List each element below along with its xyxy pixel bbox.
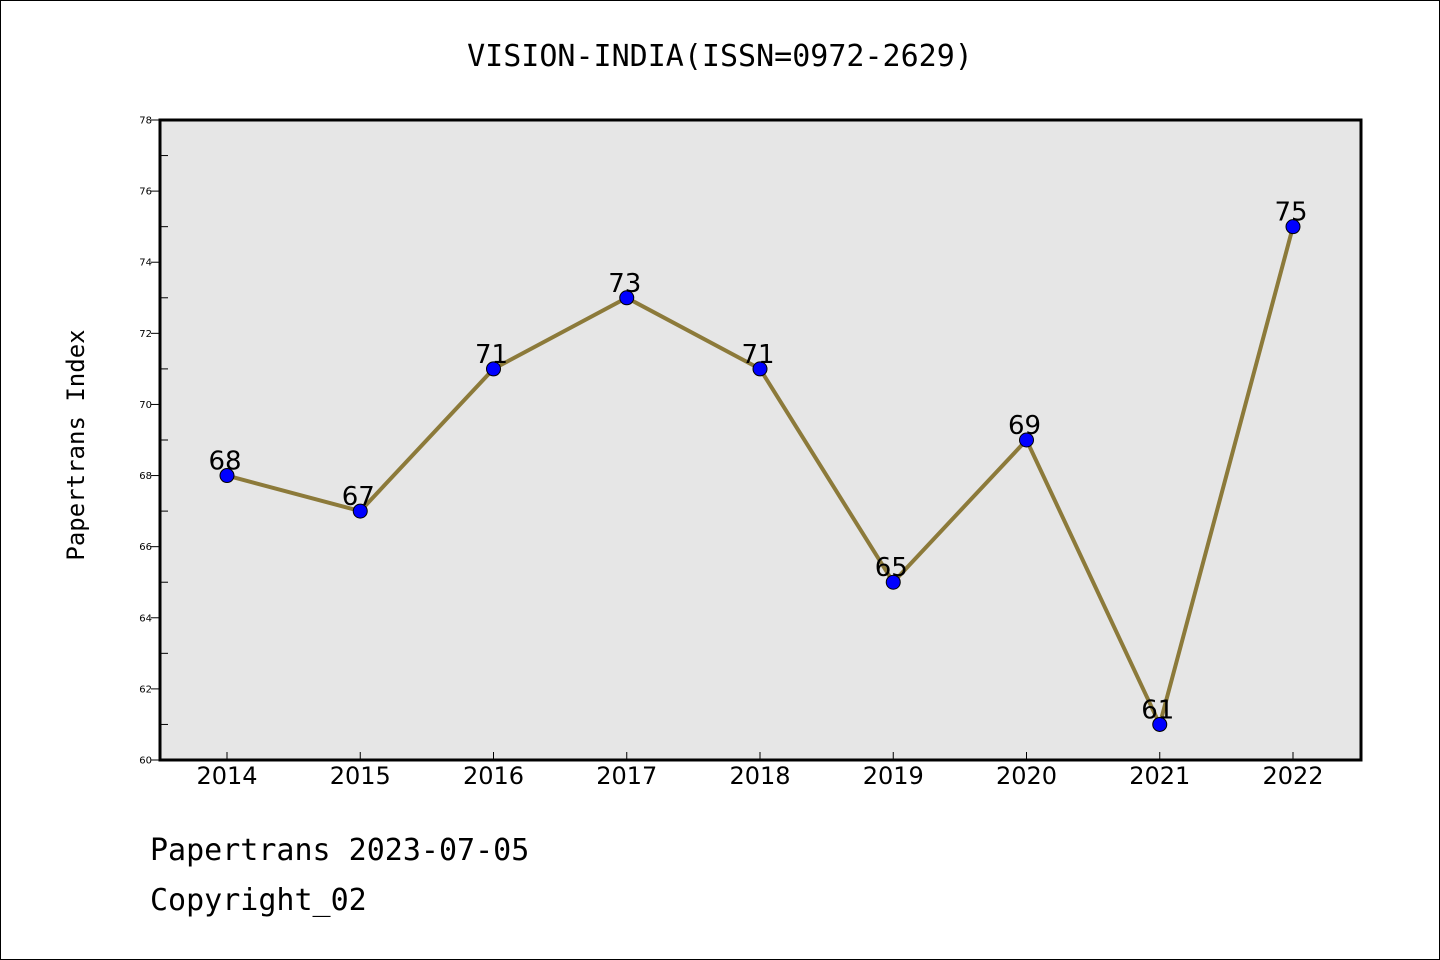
y-tick-label: 74 [139,258,152,269]
y-axis: 60 62 64 66 68 70 72 74 76 78 [139,116,168,767]
footer-copyright: Copyright_02 [150,883,367,918]
footer-date: Papertrans 2023-07-05 [150,833,530,868]
x-tick-label: 2016 [463,762,524,790]
data-label: 71 [741,340,774,370]
x-tick-label: 2020 [996,762,1057,790]
plot-border [158,118,1363,762]
data-label: 71 [475,340,508,370]
data-label: 61 [1141,695,1174,725]
data-point [752,361,768,377]
data-point [486,361,501,377]
data-point [885,574,901,590]
data-label: 69 [1008,411,1041,441]
y-tick-label: 64 [139,613,152,624]
y-tick-label: 68 [139,471,152,482]
x-tick-label: 2018 [729,762,790,790]
data-label: 68 [208,447,241,477]
y-tick-label: 78 [139,116,152,127]
x-tick-label: 2017 [596,762,657,790]
data-label: 75 [1274,198,1307,228]
data-point [219,468,235,484]
x-axis: 2014 2015 2016 2017 2018 2019 2020 2021 2022 [196,752,1324,790]
y-tick-label: 72 [139,329,152,340]
x-tick-label: 2014 [196,762,257,790]
y-tick-label: 66 [139,542,152,553]
y-tick-label: 70 [139,400,152,411]
data-label: 67 [342,482,375,512]
data-labels: 68 67 71 73 71 65 69 61 75 [208,198,1307,726]
data-point [1019,432,1034,448]
data-label: 65 [875,553,908,583]
data-point [619,290,635,306]
chart-title: VISION-INDIA(ISSN=0972-2629) [467,39,973,74]
data-point [1285,219,1301,235]
series-markers [219,219,1301,732]
y-tick-label: 76 [139,187,152,198]
x-tick-label: 2022 [1262,762,1323,790]
y-tick-label: 60 [139,756,152,767]
y-axis-label: Papertrans Index [62,329,90,560]
x-tick-label: 2021 [1129,762,1190,790]
data-point [1152,716,1168,732]
y-tick-label: 62 [139,684,152,695]
x-tick-label: 2015 [330,762,391,790]
data-label: 73 [608,269,641,299]
data-point [352,503,368,519]
plot-area [160,120,1361,760]
x-tick-label: 2019 [863,762,924,790]
